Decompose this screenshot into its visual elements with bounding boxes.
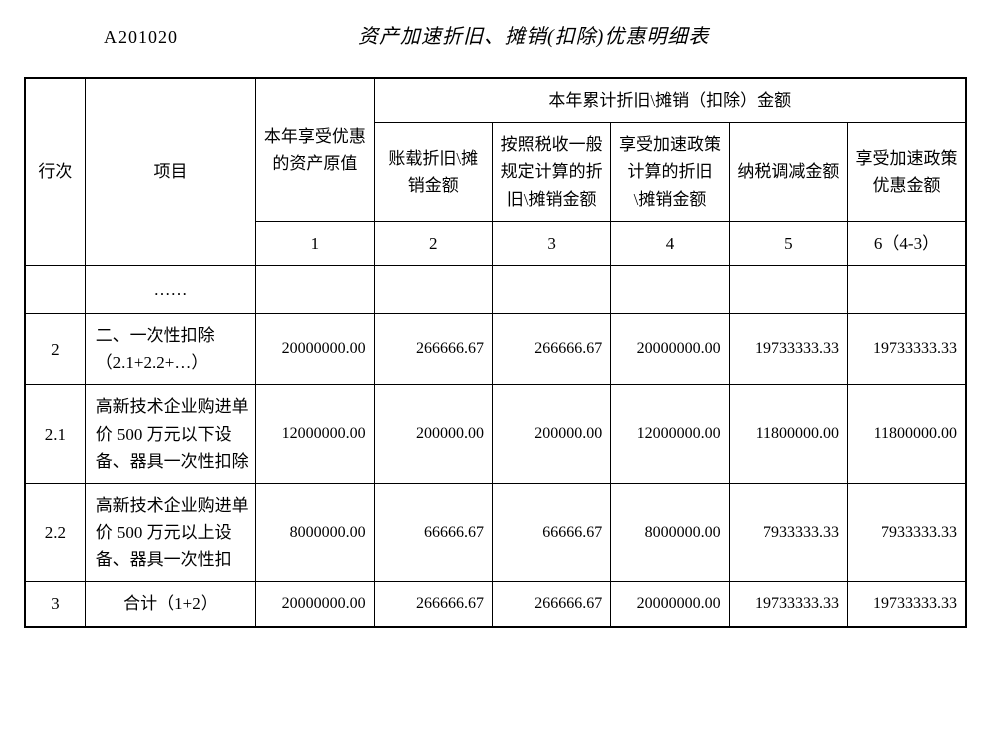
table-row: 2.2 高新技术企业购进单价 500 万元以上设备、器具一次性扣 8000000… xyxy=(25,483,966,582)
header-col5: 纳税调减金额 xyxy=(729,123,847,222)
cell-value: 66666.67 xyxy=(374,483,492,582)
form-header: A201020 资产加速折旧、摊销(扣除)优惠明细表 xyxy=(24,20,967,49)
cell-value: 266666.67 xyxy=(374,313,492,384)
cell-empty xyxy=(256,265,374,313)
cell-value: 20000000.00 xyxy=(611,582,729,627)
header-col4: 享受加速政策计算的折旧\摊销金额 xyxy=(611,123,729,222)
cell-value: 20000000.00 xyxy=(256,582,374,627)
cell-value: 266666.67 xyxy=(374,582,492,627)
header-idx5: 5 xyxy=(729,221,847,265)
cell-item: 高新技术企业购进单价 500 万元以下设备、器具一次性扣除 xyxy=(85,385,256,484)
cell-value: 266666.67 xyxy=(492,313,610,384)
cell-value: 19733333.33 xyxy=(729,582,847,627)
cell-value: 7933333.33 xyxy=(729,483,847,582)
form-code: A201020 xyxy=(104,27,178,48)
cell-value: 12000000.00 xyxy=(611,385,729,484)
cell-item: 高新技术企业购进单价 500 万元以上设备、器具一次性扣 xyxy=(85,483,256,582)
header-col2: 账载折旧\摊销金额 xyxy=(374,123,492,222)
cell-value: 66666.67 xyxy=(492,483,610,582)
table-row-total: 3 合计（1+2） 20000000.00 266666.67 266666.6… xyxy=(25,582,966,627)
cell-value: 19733333.33 xyxy=(848,582,966,627)
cell-value: 11800000.00 xyxy=(848,385,966,484)
cell-value: 7933333.33 xyxy=(848,483,966,582)
cell-empty xyxy=(848,265,966,313)
header-item: 项目 xyxy=(85,78,256,265)
cell-value: 19733333.33 xyxy=(729,313,847,384)
cell-value: 200000.00 xyxy=(374,385,492,484)
cell-value: 20000000.00 xyxy=(611,313,729,384)
form-title: 资产加速折旧、摊销(扣除)优惠明细表 xyxy=(358,20,709,49)
cell-value: 11800000.00 xyxy=(729,385,847,484)
cell-rownum: 3 xyxy=(25,582,85,627)
table-body: …… 2 二、一次性扣除（2.1+2.2+…） 20000000.00 2666… xyxy=(25,265,966,626)
header-idx4: 4 xyxy=(611,221,729,265)
cell-rownum: 2.2 xyxy=(25,483,85,582)
table-header: 行次 项目 本年享受优惠的资产原值 本年累计折旧\摊销（扣除）金额 账载折旧\摊… xyxy=(25,78,966,265)
table-row: 2.1 高新技术企业购进单价 500 万元以下设备、器具一次性扣除 120000… xyxy=(25,385,966,484)
table-row: 2 二、一次性扣除（2.1+2.2+…） 20000000.00 266666.… xyxy=(25,313,966,384)
cell-item: 合计（1+2） xyxy=(85,582,256,627)
cell-value: 8000000.00 xyxy=(611,483,729,582)
cell-empty xyxy=(729,265,847,313)
header-group-title: 本年累计折旧\摊销（扣除）金额 xyxy=(374,78,966,123)
header-idx1: 1 xyxy=(256,221,374,265)
cell-empty xyxy=(374,265,492,313)
cell-rownum: 2 xyxy=(25,313,85,384)
cell-value: 20000000.00 xyxy=(256,313,374,384)
header-col3: 按照税收一般规定计算的折旧\摊销金额 xyxy=(492,123,610,222)
table-row-ellipsis: …… xyxy=(25,265,966,313)
cell-empty xyxy=(25,265,85,313)
cell-empty xyxy=(611,265,729,313)
cell-empty xyxy=(492,265,610,313)
header-idx3: 3 xyxy=(492,221,610,265)
cell-value: 8000000.00 xyxy=(256,483,374,582)
cell-item: 二、一次性扣除（2.1+2.2+…） xyxy=(85,313,256,384)
header-col6: 享受加速政策优惠金额 xyxy=(848,123,966,222)
cell-value: 12000000.00 xyxy=(256,385,374,484)
cell-value: 200000.00 xyxy=(492,385,610,484)
cell-value: 19733333.33 xyxy=(848,313,966,384)
header-idx6: 6（4-3） xyxy=(848,221,966,265)
cell-rownum: 2.1 xyxy=(25,385,85,484)
detail-table: 行次 项目 本年享受优惠的资产原值 本年累计折旧\摊销（扣除）金额 账载折旧\摊… xyxy=(24,77,967,628)
header-rownum: 行次 xyxy=(25,78,85,265)
header-asset-value: 本年享受优惠的资产原值 xyxy=(256,78,374,221)
header-idx2: 2 xyxy=(374,221,492,265)
cell-value: 266666.67 xyxy=(492,582,610,627)
cell-ellipsis: …… xyxy=(85,265,256,313)
